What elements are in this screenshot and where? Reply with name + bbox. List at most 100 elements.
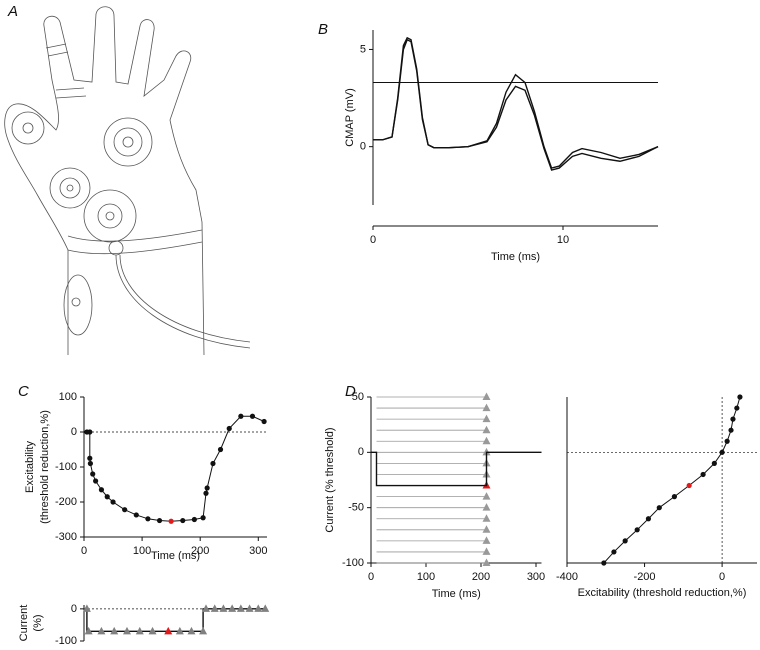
point-marker xyxy=(228,604,237,612)
point-marker xyxy=(236,604,245,612)
point-marker xyxy=(82,604,91,612)
point-marker xyxy=(93,478,99,484)
series-line xyxy=(86,608,265,633)
point-marker xyxy=(110,626,119,635)
point-marker xyxy=(210,604,219,612)
point-marker xyxy=(245,604,254,612)
point-marker xyxy=(219,604,228,612)
point-marker xyxy=(622,538,628,544)
point-marker xyxy=(204,485,210,491)
point-marker xyxy=(164,626,173,635)
point-marker xyxy=(122,507,128,513)
point-marker xyxy=(199,626,208,635)
x-axis-label: Time (ms) xyxy=(151,550,200,562)
point-marker xyxy=(482,503,491,511)
y-tick-label: -200 xyxy=(55,496,77,508)
point-marker xyxy=(482,547,491,555)
x-axis-label: Excitability (threshold reduction,%) xyxy=(578,587,747,599)
point-marker xyxy=(482,403,491,412)
x-tick-label: 0 xyxy=(370,234,376,246)
point-marker xyxy=(482,525,491,533)
point-marker xyxy=(249,413,256,419)
point-marker xyxy=(728,427,734,433)
point-marker xyxy=(730,416,736,422)
point-marker xyxy=(737,394,743,400)
point-marker xyxy=(482,558,491,566)
point-marker xyxy=(133,512,139,518)
point-marker xyxy=(719,449,725,455)
point-marker xyxy=(482,514,491,522)
point-marker xyxy=(482,392,491,400)
y-axis-label: CMAP (mV) xyxy=(344,88,356,146)
x-tick-label: -400 xyxy=(556,571,578,583)
point-marker xyxy=(482,436,491,445)
y-tick-label: 0 xyxy=(360,141,366,153)
x-tick-label: 0 xyxy=(368,571,374,583)
x-tick-label: 300 xyxy=(527,571,545,583)
x-tick-label: 200 xyxy=(191,545,209,557)
point-marker xyxy=(122,626,131,635)
point-marker xyxy=(226,425,232,432)
x-tick-label: 200 xyxy=(472,571,490,583)
point-marker xyxy=(700,471,706,478)
y-axis-label: Current (% threshold) xyxy=(324,427,336,532)
point-marker xyxy=(90,471,96,477)
point-marker xyxy=(87,455,93,461)
y-tick-label: 0 xyxy=(358,446,364,458)
panel-label: B xyxy=(318,21,328,38)
point-marker xyxy=(148,626,157,635)
point-marker xyxy=(611,549,617,555)
point-marker xyxy=(217,446,224,453)
point-marker xyxy=(482,536,491,544)
y-axis-label: Current xyxy=(18,605,30,642)
point-marker xyxy=(238,413,244,419)
y-tick-label: 0 xyxy=(71,603,77,615)
y-axis-label: (threshold reduction,%) xyxy=(39,410,51,524)
x-tick-label: 0 xyxy=(719,571,725,583)
point-marker xyxy=(200,515,206,521)
point-marker xyxy=(711,460,717,466)
point-marker xyxy=(110,499,116,505)
point-marker xyxy=(87,429,93,435)
y-axis-label: (%) xyxy=(32,614,44,631)
point-marker xyxy=(210,460,216,467)
y-tick-label: -100 xyxy=(55,635,77,647)
panel-label: A xyxy=(7,3,18,20)
point-marker xyxy=(168,518,174,524)
point-marker xyxy=(187,626,196,635)
y-axis-label: Excitability xyxy=(24,441,36,493)
y-tick-label: -300 xyxy=(55,531,77,543)
point-marker xyxy=(191,516,197,523)
point-marker xyxy=(203,490,209,496)
point-marker xyxy=(656,505,662,511)
point-marker xyxy=(156,517,163,524)
point-marker xyxy=(482,414,491,423)
point-marker xyxy=(104,494,110,500)
series-line xyxy=(371,451,542,487)
panel-label: D xyxy=(345,383,356,400)
y-tick-label: -50 xyxy=(348,502,364,514)
x-tick-label: 0 xyxy=(81,545,87,557)
point-marker xyxy=(97,626,106,635)
point-marker xyxy=(202,604,210,612)
x-tick-label: 100 xyxy=(417,571,435,583)
point-marker xyxy=(87,460,93,467)
point-marker xyxy=(482,492,491,500)
y-tick-label: -100 xyxy=(342,557,364,569)
point-marker xyxy=(175,626,184,635)
series-line xyxy=(603,396,741,564)
point-marker xyxy=(145,516,151,522)
y-tick-label: 5 xyxy=(360,43,366,55)
x-tick-label: 10 xyxy=(557,234,569,246)
point-marker xyxy=(98,487,105,493)
point-marker xyxy=(634,527,640,533)
point-marker xyxy=(686,482,692,489)
hand-illustration xyxy=(4,6,251,356)
y-tick-label: 0 xyxy=(71,426,77,438)
point-marker xyxy=(645,516,652,522)
point-marker xyxy=(671,494,678,500)
point-marker xyxy=(601,560,607,566)
point-marker xyxy=(482,425,491,434)
